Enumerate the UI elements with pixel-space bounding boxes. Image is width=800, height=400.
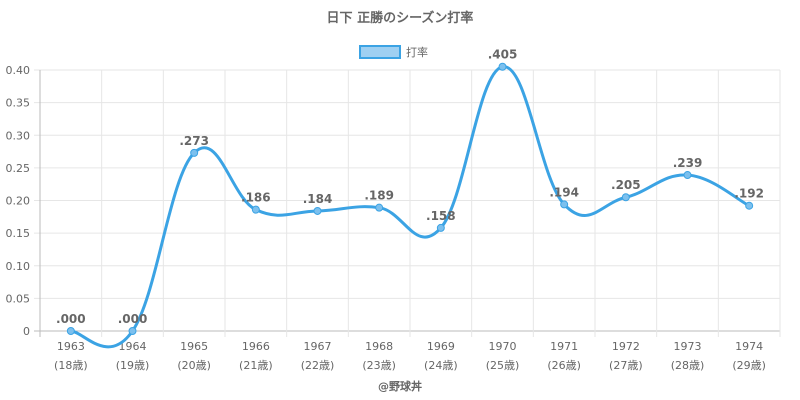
data-point	[375, 203, 384, 212]
x-tick-label: 1972	[612, 340, 640, 353]
data-label: .239	[673, 156, 703, 170]
y-tick-label: 0.25	[6, 162, 31, 175]
x-tick-age-label: (18歳)	[54, 359, 88, 372]
y-tick-label: 0.20	[6, 195, 31, 208]
series-line	[69, 65, 751, 349]
y-tick-label: 0.30	[6, 129, 31, 142]
x-tick-label: 1974	[735, 340, 763, 353]
data-label: .205	[611, 178, 641, 192]
data-point	[683, 171, 692, 180]
data-point	[436, 223, 445, 232]
data-label: .194	[549, 185, 579, 199]
y-tick-label: 0.05	[6, 292, 31, 305]
x-tick-label: 1964	[119, 340, 147, 353]
data-label: .000	[56, 312, 86, 326]
data-point	[621, 193, 630, 202]
data-label: .189	[364, 189, 394, 203]
data-label: .184	[303, 192, 333, 206]
data-point	[560, 200, 569, 209]
data-point	[313, 206, 322, 215]
legend-label: 打率	[406, 45, 428, 59]
x-tick-age-label: (23歳)	[362, 359, 396, 372]
x-tick-age-label: (22歳)	[301, 359, 335, 372]
x-tick-label: 1970	[489, 340, 517, 353]
y-tick-label: 0.35	[6, 97, 31, 110]
chart-title: 日下 正勝のシーズン打率	[327, 10, 474, 26]
data-point	[66, 327, 75, 335]
x-tick-age-label: (20歳)	[177, 359, 211, 372]
data-labels: .000 .000 .273 .186 .184 .189 .158 .405 .194 .205…	[56, 48, 764, 326]
y-tick-label: 0.15	[6, 227, 31, 240]
x-tick-label: 1969	[427, 340, 455, 353]
data-point	[498, 62, 507, 71]
legend[interactable]: 打率	[359, 45, 428, 59]
legend-swatch	[359, 45, 401, 59]
grid	[34, 69, 781, 337]
data-label: .273	[179, 134, 209, 148]
x-tick-label: 1965	[180, 340, 208, 353]
x-tick-label: 1973	[674, 340, 702, 353]
x-tick-age-label: (24歳)	[424, 359, 458, 372]
x-tick-label: 1968	[365, 340, 393, 353]
data-point	[128, 327, 137, 335]
x-tick-label: 1967	[304, 340, 332, 353]
data-label: .186	[241, 191, 271, 205]
y-tick-label: 0	[23, 325, 30, 338]
x-tick-label: 1971	[550, 340, 578, 353]
data-label: .192	[734, 187, 764, 201]
data-point	[745, 201, 754, 210]
data-label: .158	[426, 209, 456, 223]
x-tick-age-label: (25歳)	[486, 359, 520, 372]
data-label: .405	[488, 48, 518, 62]
series-group	[66, 62, 754, 349]
x-tick-age-label: (19歳)	[116, 359, 150, 372]
x-tick-age-label: (28歳)	[671, 359, 705, 372]
x-tick-age-label: (21歳)	[239, 359, 273, 372]
y-tick-label: 0.10	[6, 260, 31, 273]
data-label: .000	[118, 312, 148, 326]
x-tick-label: 1963	[57, 340, 85, 353]
x-tick-age-label: (29歳)	[732, 359, 766, 372]
x-axis: 1963 (18歳) 1964 (19歳) 1965 (20歳) 1966 (21歳) 1967…	[54, 340, 766, 372]
y-tick-label: 0.40	[6, 64, 31, 77]
data-point	[190, 148, 199, 157]
credit-text: @野球丼	[378, 379, 422, 393]
x-tick-label: 1966	[242, 340, 270, 353]
x-tick-age-label: (26歳)	[547, 359, 581, 372]
x-tick-age-label: (27歳)	[609, 359, 643, 372]
data-point	[251, 205, 260, 214]
y-axis: 0 0.05 0.10 0.15 0.20 0.25 0.30 0.35 0.40	[6, 64, 31, 338]
